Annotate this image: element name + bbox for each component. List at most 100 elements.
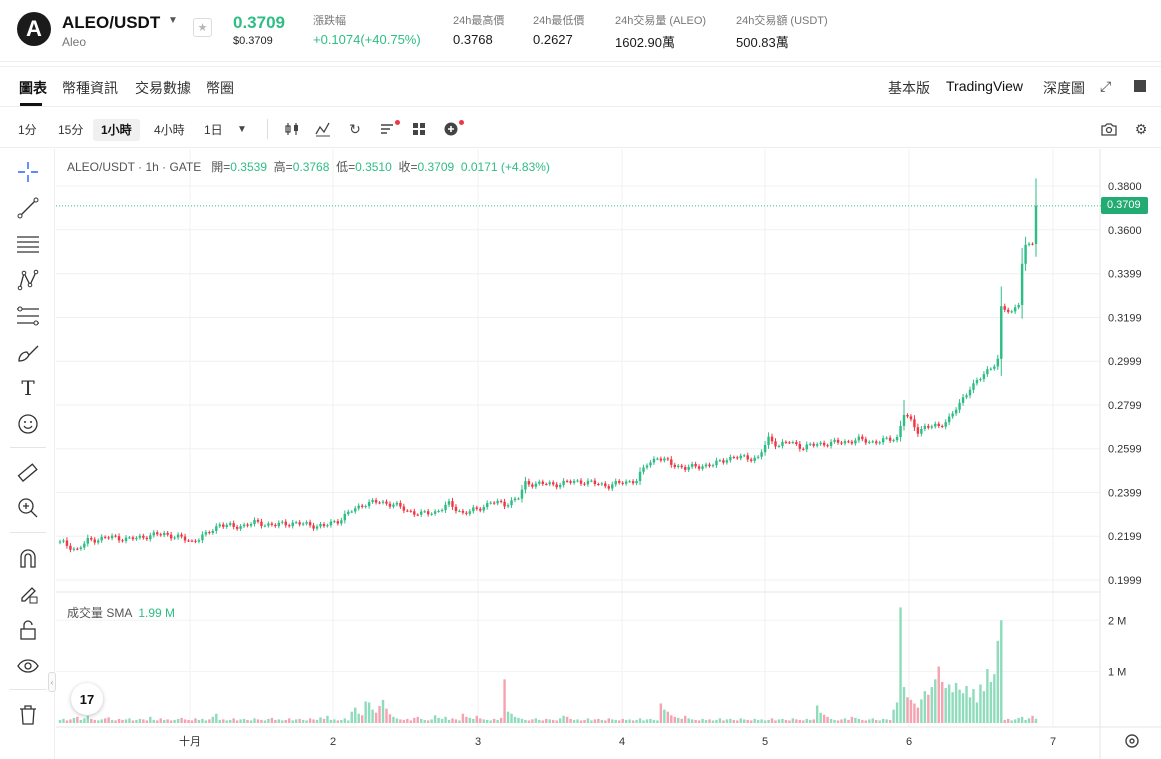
volume-bar: [253, 718, 256, 723]
lock-drawing-icon[interactable]: [14, 580, 42, 608]
settings-gear-icon[interactable]: ⚙: [1134, 120, 1148, 137]
volume-legend: 成交量 SMA 1.99 M: [67, 604, 175, 621]
replay-icon[interactable]: ↻: [349, 120, 361, 137]
magnet-icon[interactable]: [14, 544, 42, 572]
horizontal-lines-icon[interactable]: [14, 230, 42, 258]
zoom-in-icon[interactable]: [14, 494, 42, 522]
ruler-icon[interactable]: [14, 459, 42, 487]
candle-body: [367, 502, 371, 507]
volume-bar: [892, 709, 895, 723]
fullscreen-icon[interactable]: ⤢: [1100, 78, 1112, 94]
candle-body: [312, 525, 315, 529]
candle-body: [527, 481, 531, 485]
candle-body: [420, 511, 423, 515]
x-tick-label: 十月: [179, 734, 201, 748]
templates-icon[interactable]: [377, 119, 397, 139]
trend-line-icon[interactable]: [14, 194, 42, 222]
candle-body: [927, 425, 930, 428]
tab-community[interactable]: 幣圈: [206, 80, 234, 96]
view-basic[interactable]: 基本版: [888, 80, 930, 96]
candle-body: [701, 466, 704, 469]
volume-bar: [583, 719, 586, 723]
pair-dropdown-icon[interactable]: ▼: [168, 15, 178, 26]
volume-bar: [861, 719, 864, 723]
volume-bar: [246, 719, 249, 723]
text-tool-icon[interactable]: T: [21, 376, 35, 400]
tab-coin-info[interactable]: 幣種資訊: [62, 80, 118, 96]
candle-body: [72, 548, 76, 550]
volume-bar: [510, 713, 513, 723]
candle-body: [114, 535, 117, 537]
candle-body: [354, 508, 357, 512]
timeframe-1d[interactable]: 1日: [204, 123, 223, 137]
candle-body: [579, 480, 583, 484]
tab-chart[interactable]: 圖表: [19, 80, 47, 96]
indicators-icon[interactable]: [313, 119, 333, 139]
view-tradingview[interactable]: TradingView: [946, 78, 1024, 94]
candle-body: [541, 481, 545, 484]
candle-body: [888, 437, 892, 441]
y-tick-label: 0.3800: [1108, 181, 1142, 193]
volume-bar: [90, 718, 93, 723]
timeframe-1h[interactable]: 1小時: [93, 119, 140, 141]
candle-body: [725, 460, 729, 463]
candle-type-icon[interactable]: [282, 119, 302, 139]
candle-body: [58, 541, 62, 543]
candle-body: [930, 426, 934, 428]
volume-bar: [482, 719, 485, 723]
view-depth[interactable]: 深度圖: [1043, 80, 1085, 96]
timeframe-dropdown-icon[interactable]: ▼: [237, 123, 247, 135]
candle-body: [256, 519, 260, 522]
legend-low-label: 低=: [336, 160, 356, 174]
favorite-star-icon[interactable]: ★: [193, 18, 212, 37]
timeframe-15m[interactable]: 15分: [58, 123, 84, 137]
pair-name[interactable]: ALEO/USDT: [62, 13, 161, 32]
trash-icon[interactable]: [14, 701, 42, 729]
volume-bar: [621, 718, 624, 723]
collapse-toolbar-handle[interactable]: ‹: [48, 672, 56, 692]
volume-bar: [558, 718, 562, 723]
volume-bar: [326, 715, 329, 723]
candle-body: [298, 522, 301, 525]
chart-settings-icon[interactable]: [1124, 733, 1140, 753]
visibility-eye-icon[interactable]: [14, 652, 42, 680]
tradingview-logo[interactable]: 17: [71, 683, 103, 715]
volume-bar: [454, 719, 458, 723]
candle-body: [385, 501, 388, 504]
price-chart[interactable]: 0.3800 0.3600 0.3399 0.3199 0.2999 0.2799 0.25…: [56, 149, 1161, 759]
candle-body: [777, 445, 781, 447]
candle-body: [736, 457, 739, 459]
volume-bar: [795, 719, 798, 723]
timeframe-1m[interactable]: 1分: [18, 123, 37, 137]
y-tick-label: 0.3199: [1108, 312, 1142, 324]
volume-bar: [819, 712, 822, 723]
timeframe-4h[interactable]: 4小時: [154, 123, 185, 137]
candle-body: [895, 436, 899, 441]
fib-retracement-icon[interactable]: [14, 302, 42, 330]
volume-bar: [652, 719, 656, 723]
volume-bar: [975, 702, 979, 723]
candle-body: [215, 526, 218, 531]
candle-body: [670, 459, 673, 465]
volume-bar: [190, 720, 194, 723]
layout-grid-icon[interactable]: [409, 119, 429, 139]
window-mode-icon[interactable]: [1134, 80, 1146, 92]
candle-body: [371, 500, 374, 503]
add-indicator-icon[interactable]: [441, 119, 461, 139]
candle-body: [340, 520, 343, 524]
pattern-icon[interactable]: [14, 266, 42, 294]
volume-bar: [739, 718, 742, 723]
candle-body: [565, 480, 569, 482]
candle-body: [447, 501, 451, 505]
tab-trade-data[interactable]: 交易數據: [135, 80, 191, 96]
volume-bar: [913, 703, 916, 723]
brush-icon[interactable]: [14, 338, 42, 366]
volume-bar: [249, 720, 253, 723]
volume-bar: [687, 718, 690, 723]
legend-high: 0.3768: [292, 160, 330, 174]
unlock-icon[interactable]: [14, 616, 42, 644]
crosshair-icon[interactable]: [14, 158, 42, 186]
camera-icon[interactable]: [1099, 119, 1119, 139]
emoji-icon[interactable]: [14, 410, 42, 438]
candle-body: [413, 511, 416, 515]
